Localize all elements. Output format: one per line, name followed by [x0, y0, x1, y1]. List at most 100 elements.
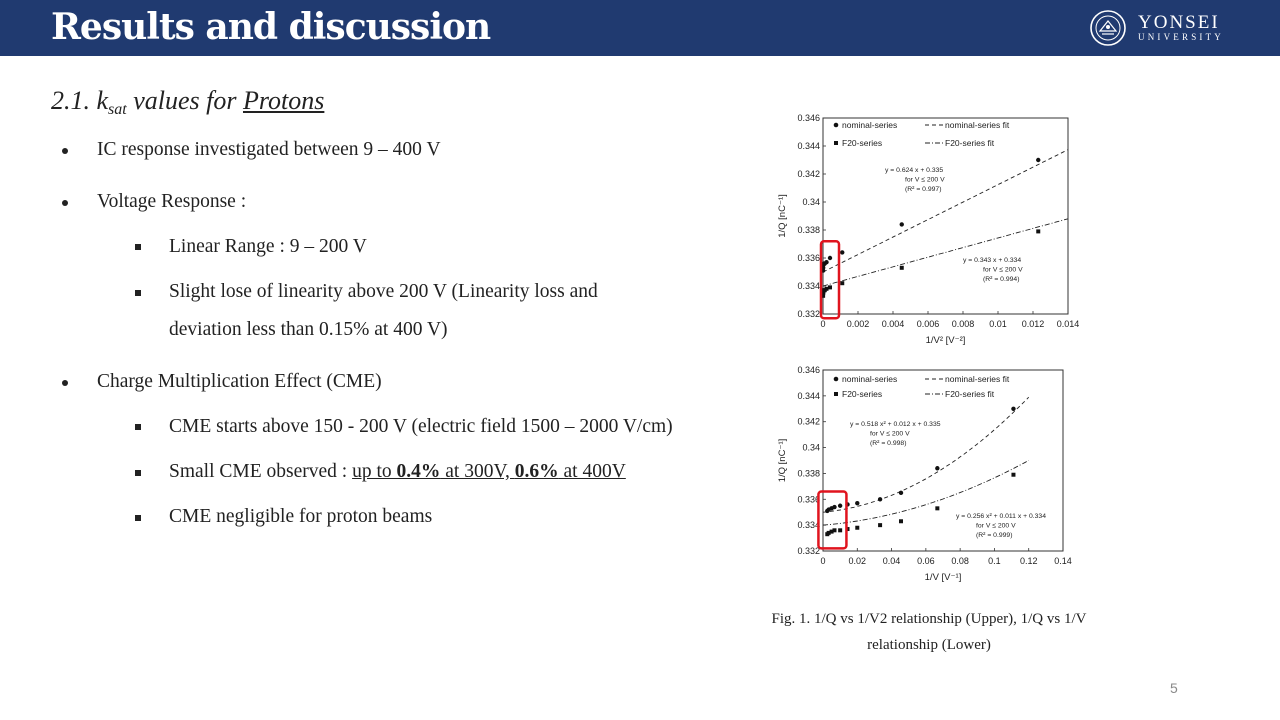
y-tick-label: 0.34	[802, 197, 820, 207]
data-point-F20-series	[826, 530, 831, 535]
bullet-dot	[62, 148, 68, 154]
sub-bullet-linear-range: Linear Range : 9 – 200 V	[169, 236, 367, 257]
data-point-F20-series	[899, 265, 904, 270]
logo-name: YONSEI	[1138, 12, 1220, 33]
bullet-list: IC response investigated between 9 – 400…	[62, 139, 673, 527]
upper-chart-1q-vs-1v2: 0 0.002 0.004 0.006 0.008 0.01 0.012 0.014 0.332…	[777, 113, 1080, 346]
data-point-nominal-series	[899, 222, 904, 227]
data-point-nominal-series	[1036, 157, 1041, 163]
small-cme-text: Small CME observed :	[169, 461, 353, 482]
y-tick-label: 0.334	[797, 281, 820, 291]
y-tick-label: 0.34	[802, 443, 820, 453]
x-tick-label: 0.08	[951, 556, 969, 566]
bullet-square	[135, 244, 141, 250]
sub-bullet-linearity-loss-cont: deviation less than 0.15% at 400 V)	[169, 319, 448, 340]
logo-subtitle: UNIVERSITY	[1138, 32, 1224, 42]
data-point-nominal-series	[827, 255, 833, 261]
y-tick-label: 0.338	[797, 468, 820, 478]
bullet-voltage-response: Voltage Response :	[97, 191, 247, 212]
fit-equation-annotation: (R² = 0.999)	[976, 532, 1012, 539]
legend-marker-f20	[834, 141, 838, 145]
small-cme-upto: up to	[352, 461, 397, 482]
data-point-F20-series	[855, 525, 860, 530]
fit-equation-annotation: y = 0.624 x + 0.335	[885, 167, 943, 174]
y-tick-label: 0.346	[797, 113, 820, 123]
y-axis-label: 1/Q [nC⁻¹]	[777, 439, 788, 483]
sub-bullet-cme-start: CME starts above 150 - 200 V (electric f…	[169, 416, 673, 437]
x-tick-label: 0	[820, 556, 825, 566]
sub-bullet-cme-negligible: CME negligible for proton beams	[169, 506, 433, 527]
bullet-square	[135, 470, 141, 476]
y-tick-label: 0.336	[797, 494, 820, 504]
legend-label: F20-series fit	[945, 138, 995, 148]
bullet-square	[135, 290, 141, 296]
k-symbol: k	[96, 86, 109, 115]
legend-label: F20-series fit	[945, 389, 995, 399]
x-tick-label: 0.014	[1057, 319, 1080, 329]
section-middle: values for	[126, 86, 243, 115]
data-point-nominal-series	[898, 490, 904, 496]
slide-title: Results and discussion	[51, 6, 491, 48]
bullet-square	[135, 424, 141, 430]
bullet-ic-response: IC response investigated between 9 – 400…	[97, 139, 441, 160]
small-cme-underlined: up to 0.4% at 300V, 0.6% at 400V	[352, 461, 626, 482]
plot-frame	[822, 117, 1069, 315]
data-point-F20-series	[840, 281, 845, 286]
small-cme-at-400v: at 400V	[558, 461, 626, 482]
section-title: 2.1. ksat values for Protons	[51, 86, 324, 119]
x-tick-label: 0.06	[917, 556, 935, 566]
data-point-F20-series	[824, 286, 829, 291]
y-axis-label: 1/Q [nC⁻¹]	[777, 194, 788, 238]
x-tick-label: 0.02	[849, 556, 867, 566]
fit-line-nominal-series-fit	[822, 149, 1069, 273]
caption-line-1: Fig. 1. 1/Q vs 1/V2 relationship (Upper)…	[771, 611, 1087, 627]
legend-label: F20-series	[842, 138, 882, 148]
data-point-nominal-series	[840, 250, 845, 255]
section-prefix: 2.1.	[51, 86, 97, 115]
data-point-nominal-series	[1011, 406, 1016, 411]
page-number: 5	[1170, 680, 1178, 696]
data-point-F20-series	[821, 293, 826, 298]
data-point-F20-series	[1011, 472, 1016, 477]
y-tick-label: 0.342	[797, 169, 820, 179]
data-point-nominal-series	[935, 466, 940, 471]
bullet-cme: Charge Multiplication Effect (CME)	[97, 371, 382, 392]
fit-equation-annotation: (R² = 0.994)	[983, 276, 1019, 283]
x-tick-label: 0.01	[989, 319, 1007, 329]
y-tick-label: 0.346	[797, 365, 820, 375]
small-cme-at-300v: at 300V,	[440, 461, 515, 482]
legend-label: nominal-series	[842, 120, 897, 130]
y-tick-label: 0.344	[797, 391, 820, 401]
sub-bullet-linearity-loss: Slight lose of linearity above 200 V (Li…	[169, 281, 598, 302]
data-point-nominal-series	[855, 500, 860, 506]
fit-equation-annotation: for V ≤ 200 V	[983, 267, 1023, 274]
data-point-F20-series	[829, 529, 834, 534]
bullet-square	[135, 515, 141, 521]
data-point-F20-series	[1036, 229, 1041, 234]
data-point-nominal-series	[824, 260, 829, 265]
legend-label: nominal-series fit	[945, 374, 1010, 384]
x-tick-label: 0.006	[917, 319, 940, 329]
data-point-F20-series	[878, 523, 883, 528]
fit-equation-annotation: y = 0.256 x² + 0.011 x + 0.334	[956, 513, 1046, 520]
small-cme-value-400v: 0.6%	[514, 461, 559, 482]
y-tick-label: 0.332	[797, 546, 820, 556]
data-point-F20-series	[935, 506, 940, 511]
data-point-F20-series	[828, 285, 832, 290]
k-subscript: sat	[108, 101, 127, 118]
bullet-dot	[62, 380, 68, 386]
y-tick-label: 0.344	[797, 141, 820, 151]
university-seal-icon	[1090, 10, 1126, 46]
legend-label: F20-series	[842, 389, 882, 399]
y-tick-label: 0.336	[797, 253, 820, 263]
fit-equation-annotation: y = 0.343 x + 0.334	[963, 257, 1021, 264]
x-tick-label: 0.04	[883, 556, 901, 566]
sub-bullet-small-cme: Small CME observed : up to 0.4% at 300V,…	[169, 461, 626, 483]
x-tick-label: 0	[820, 319, 825, 329]
fit-equation-annotation: (R² = 0.997)	[905, 186, 941, 193]
fit-equation-annotation: for V ≤ 200 V	[905, 177, 945, 184]
bullet-dot	[62, 200, 68, 206]
data-point-nominal-series	[877, 497, 883, 502]
legend-marker-f20	[834, 392, 838, 396]
highlight-box	[817, 490, 848, 550]
